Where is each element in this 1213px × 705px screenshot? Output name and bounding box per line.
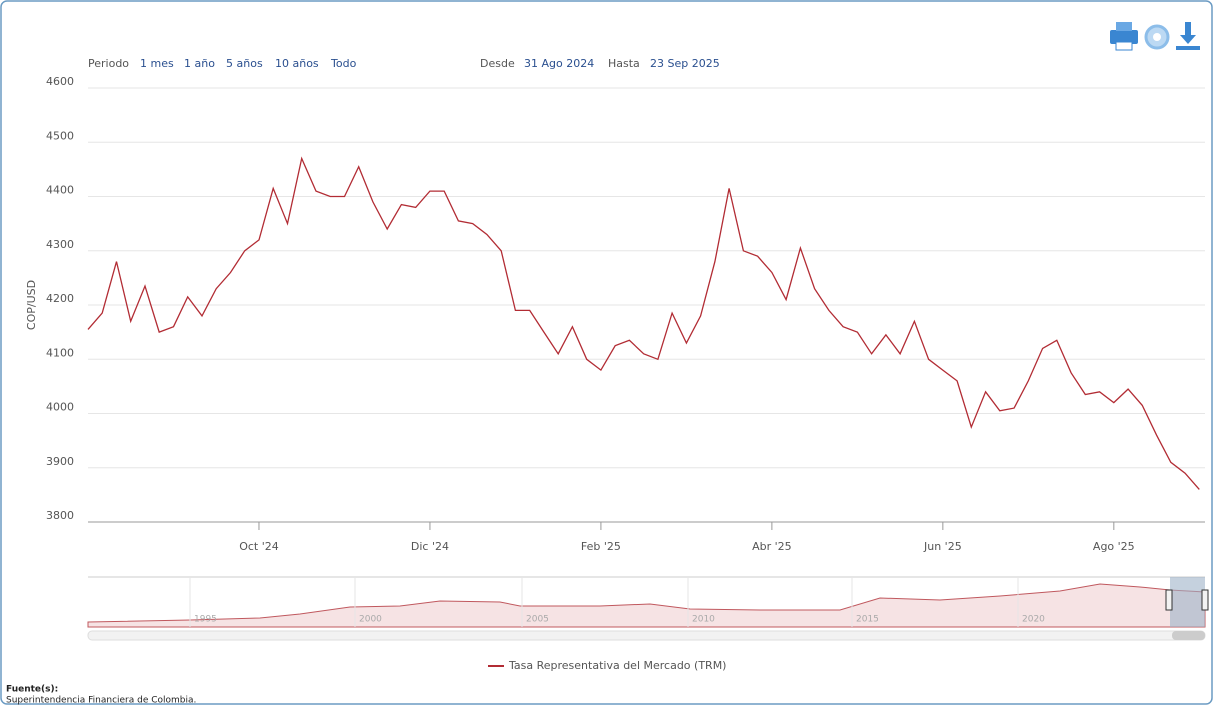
to-label: Hasta	[608, 57, 640, 70]
y-tick-label: 4500	[46, 129, 74, 142]
from-label: Desde	[480, 57, 515, 70]
from-date[interactable]: 31 Ago 2024	[524, 57, 594, 70]
navigator-label: 2020	[1022, 615, 1045, 625]
range-button[interactable]: 1 mes	[140, 57, 174, 70]
legend-label[interactable]: Tasa Representativa del Mercado (TRM)	[508, 659, 726, 672]
y-tick-label: 4400	[46, 184, 74, 197]
y-tick-label: 3900	[46, 455, 74, 468]
y-tick-label: 4000	[46, 401, 74, 414]
navigator	[87, 576, 1209, 641]
navigator-label: 2010	[692, 615, 715, 625]
x-tick-label: Ago '25	[1093, 540, 1135, 553]
x-tick-label: Dic '24	[411, 540, 449, 553]
toolbar-icons	[1110, 22, 1200, 51]
y-tick-label: 3800	[46, 509, 74, 522]
x-tick-label: Abr '25	[752, 540, 792, 553]
x-tick-label: Jun '25	[923, 540, 962, 553]
period-label: Periodo	[88, 57, 129, 70]
range-button[interactable]: 5 años	[226, 57, 263, 70]
range-button[interactable]: 1 año	[184, 57, 215, 70]
y-tick-label: 4200	[46, 292, 74, 305]
to-date[interactable]: 23 Sep 2025	[650, 57, 720, 70]
range-button[interactable]: 10 años	[275, 57, 319, 70]
series-line	[87, 156, 1200, 490]
y-tick-label: 4300	[46, 238, 74, 251]
range-button[interactable]: Todo	[330, 57, 357, 70]
navigator-label: 2000	[359, 615, 382, 625]
x-tick-label: Feb '25	[581, 540, 621, 553]
navigator-label: 1995	[194, 615, 217, 625]
y-tick-label: 4100	[46, 346, 74, 359]
y-axis-title: COP/USD	[25, 280, 38, 330]
y-tick-label: 4600	[46, 75, 74, 88]
footer-source: Superintendencia Financiera de Colombia.	[6, 696, 196, 705]
navigator-label: 2015	[856, 615, 879, 625]
footer-title: Fuente(s):	[6, 685, 58, 695]
navigator-label: 2005	[526, 615, 549, 625]
x-tick-label: Oct '24	[239, 540, 279, 553]
